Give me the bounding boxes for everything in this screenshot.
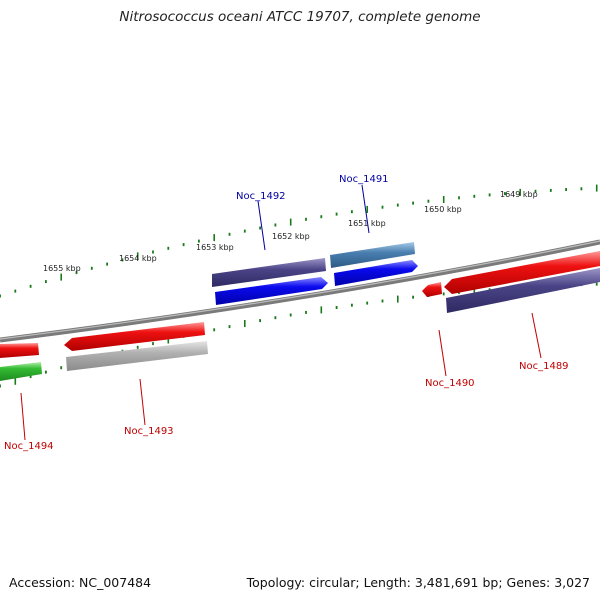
scale-label-1652: 1652 kbp <box>272 232 310 241</box>
gene-label-noc-1490[interactable]: Noc_1490 <box>425 378 475 389</box>
accession-text: Accession: NC_007484 <box>9 575 152 590</box>
leader-noc-1489 <box>531 312 542 359</box>
map-title: Nitrosococcus oceani ATCC 19707, complet… <box>119 9 481 25</box>
scale-label-1650: 1650 kbp <box>424 205 462 214</box>
gene-noc-1489-feature[interactable] <box>444 251 600 313</box>
leader-noc-1491 <box>361 184 370 234</box>
scale-label-1649: 1649 kbp <box>500 190 538 199</box>
scale-label-1655: 1655 kbp <box>43 264 81 273</box>
leader-noc-1494 <box>20 392 26 441</box>
gene-noc-1494-feature[interactable] <box>0 343 42 381</box>
gene-noc-1493-feature[interactable] <box>64 322 208 371</box>
outer-scale-ticks <box>0 184 598 298</box>
gene-label-noc-1494[interactable]: Noc_1494 <box>4 441 54 452</box>
gene-noc-1491-feature[interactable] <box>330 242 418 286</box>
gene-label-noc-1493[interactable]: Noc_1493 <box>124 426 174 437</box>
gene-label-noc-1491[interactable]: Noc_1491 <box>339 174 389 185</box>
scale-label-1653: 1653 kbp <box>196 243 234 252</box>
leader-noc-1492 <box>257 200 266 251</box>
gene-label-noc-1492[interactable]: Noc_1492 <box>236 191 286 202</box>
leader-noc-1490 <box>438 329 447 377</box>
leader-noc-1493 <box>139 378 146 426</box>
gene-noc-1490-feature[interactable] <box>422 282 442 297</box>
gene-noc-1492-feature[interactable] <box>212 258 328 305</box>
gene-label-noc-1489[interactable]: Noc_1489 <box>519 361 569 372</box>
genome-summary-text: Topology: circular; Length: 3,481,691 bp… <box>246 575 590 590</box>
scale-label-1654: 1654 kbp <box>119 254 157 263</box>
scale-label-1651: 1651 kbp <box>348 219 386 228</box>
genome-backbone <box>0 239 600 343</box>
